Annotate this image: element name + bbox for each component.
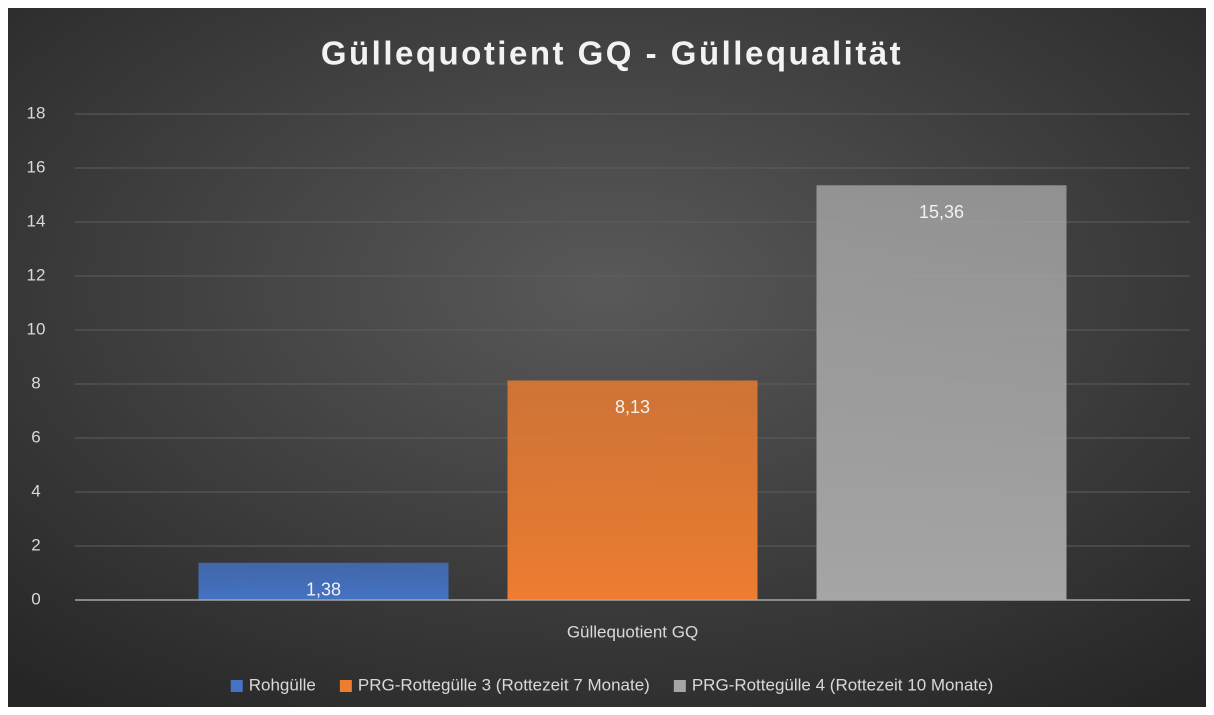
- bar: [198, 562, 449, 600]
- y-tick-label: 4: [31, 481, 40, 500]
- y-tick-label: 10: [27, 319, 46, 338]
- legend-swatch: [230, 680, 243, 692]
- legend-label: PRG-Rottegülle 4 (Rottezeit 10 Monate): [692, 675, 993, 694]
- legend-item: PRG-Rottegülle 3 (Rottezeit 7 Monate): [339, 675, 650, 694]
- x-tick-label: Güllequotient GQ: [567, 622, 698, 641]
- y-tick-label: 14: [27, 211, 46, 230]
- y-tick-label: 6: [31, 427, 40, 446]
- y-tick-label: 12: [27, 265, 46, 284]
- legend-label: Rohgülle: [249, 675, 316, 694]
- y-tick-label: 18: [27, 103, 46, 122]
- legend-item: PRG-Rottegülle 4 (Rottezeit 10 Monate): [673, 675, 993, 694]
- legend-swatch: [673, 680, 686, 692]
- y-tick-label: 8: [31, 373, 40, 392]
- legend-swatch: [339, 680, 352, 692]
- y-tick-label: 16: [27, 157, 46, 176]
- y-tick-label: 0: [31, 589, 40, 608]
- legend-item: Rohgülle: [230, 675, 316, 694]
- legend-label: PRG-Rottegülle 3 (Rottezeit 7 Monate): [358, 675, 650, 694]
- value-label: 8,13: [615, 397, 650, 417]
- value-label: 1,38: [306, 579, 341, 599]
- y-tick-label: 2: [31, 535, 40, 554]
- bar: [816, 185, 1067, 600]
- bar: [507, 380, 758, 600]
- chart-title: Güllequotient GQ - Güllequalität: [321, 35, 903, 72]
- value-label: 15,36: [919, 202, 964, 222]
